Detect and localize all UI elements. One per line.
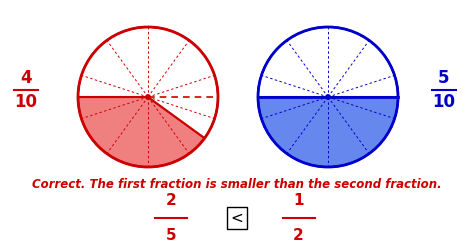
Text: <: < <box>231 211 243 226</box>
Text: 2: 2 <box>165 193 176 208</box>
Text: Correct. The first fraction is smaller than the second fraction.: Correct. The first fraction is smaller t… <box>32 179 442 191</box>
Wedge shape <box>78 97 205 167</box>
Text: 10: 10 <box>15 93 37 111</box>
Circle shape <box>326 95 330 99</box>
Circle shape <box>78 27 218 167</box>
Text: 2: 2 <box>293 228 304 243</box>
Text: 5: 5 <box>438 69 450 87</box>
Wedge shape <box>78 27 218 138</box>
Wedge shape <box>258 97 398 167</box>
Circle shape <box>258 27 398 167</box>
Text: 10: 10 <box>432 93 456 111</box>
Text: 5: 5 <box>165 228 176 243</box>
Text: 4: 4 <box>20 69 32 87</box>
Text: 1: 1 <box>293 193 304 208</box>
Circle shape <box>146 95 150 99</box>
Wedge shape <box>258 27 398 97</box>
